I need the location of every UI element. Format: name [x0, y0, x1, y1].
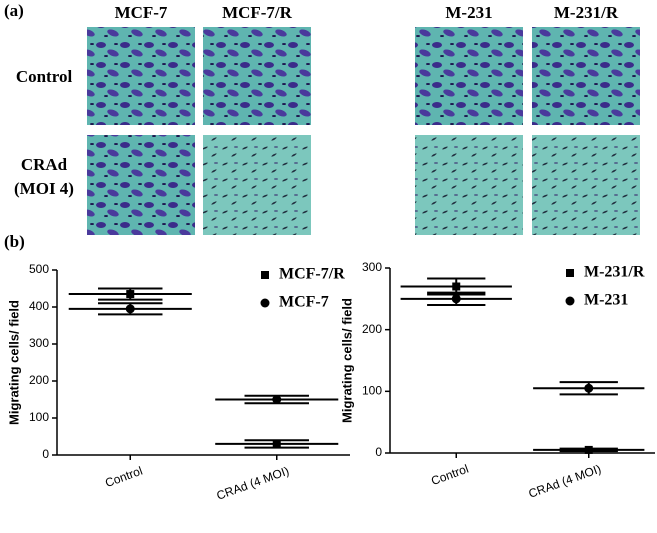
- column-label: MCF-7/R: [222, 3, 293, 22]
- point: [126, 290, 135, 299]
- point: [125, 304, 135, 314]
- micrograph: [532, 27, 640, 125]
- y-tick-label: 100: [29, 410, 49, 424]
- point: [584, 383, 594, 393]
- x-tick-label: Control: [103, 464, 144, 490]
- y-tick-label: 0: [42, 447, 49, 461]
- column-label: M-231/R: [554, 3, 619, 22]
- micrograph: [415, 27, 523, 125]
- panel-label: (a): [4, 1, 24, 20]
- y-tick-label: 300: [29, 336, 49, 350]
- row-label: CRAd: [21, 155, 68, 174]
- micrograph: [203, 27, 311, 125]
- micrograph: [203, 135, 311, 235]
- column-label: MCF-7: [115, 3, 168, 22]
- row-label: (MOI 4): [14, 179, 74, 198]
- micrograph: [87, 135, 195, 235]
- legend-marker: [260, 298, 270, 308]
- y-tick-label: 300: [362, 260, 382, 274]
- y-axis-label: Migrating cells/ field: [6, 300, 21, 425]
- y-tick-label: 400: [29, 299, 49, 313]
- point: [451, 294, 461, 304]
- legend-marker: [261, 271, 269, 279]
- y-tick-label: 500: [29, 262, 49, 276]
- legend-label: M-231/R: [584, 264, 645, 281]
- y-tick-label: 100: [362, 384, 382, 398]
- row-label: Control: [16, 67, 73, 86]
- column-label: M-231: [445, 3, 492, 22]
- x-tick-label: CRAd (4 MOI): [527, 462, 603, 501]
- x-tick-label: Control: [429, 462, 470, 488]
- point: [272, 439, 281, 448]
- legend-marker: [566, 269, 574, 277]
- y-tick-label: 200: [29, 373, 49, 387]
- micrograph: [532, 135, 640, 235]
- x-tick-label: CRAd (4 MOI): [215, 464, 291, 503]
- legend-label: M-231: [584, 292, 628, 309]
- y-tick-label: 200: [362, 322, 382, 336]
- panel-label: (b): [4, 232, 25, 251]
- micrograph: [415, 135, 523, 235]
- legend-label: MCF-7/R: [279, 266, 345, 283]
- point: [452, 282, 461, 291]
- y-tick-label: 0: [375, 445, 382, 459]
- micrograph: [87, 27, 195, 125]
- point: [584, 445, 593, 454]
- legend-label: MCF-7: [279, 294, 329, 311]
- y-axis-label: Migrating cells/ field: [339, 298, 354, 423]
- legend-marker: [565, 296, 575, 306]
- point: [272, 395, 282, 404]
